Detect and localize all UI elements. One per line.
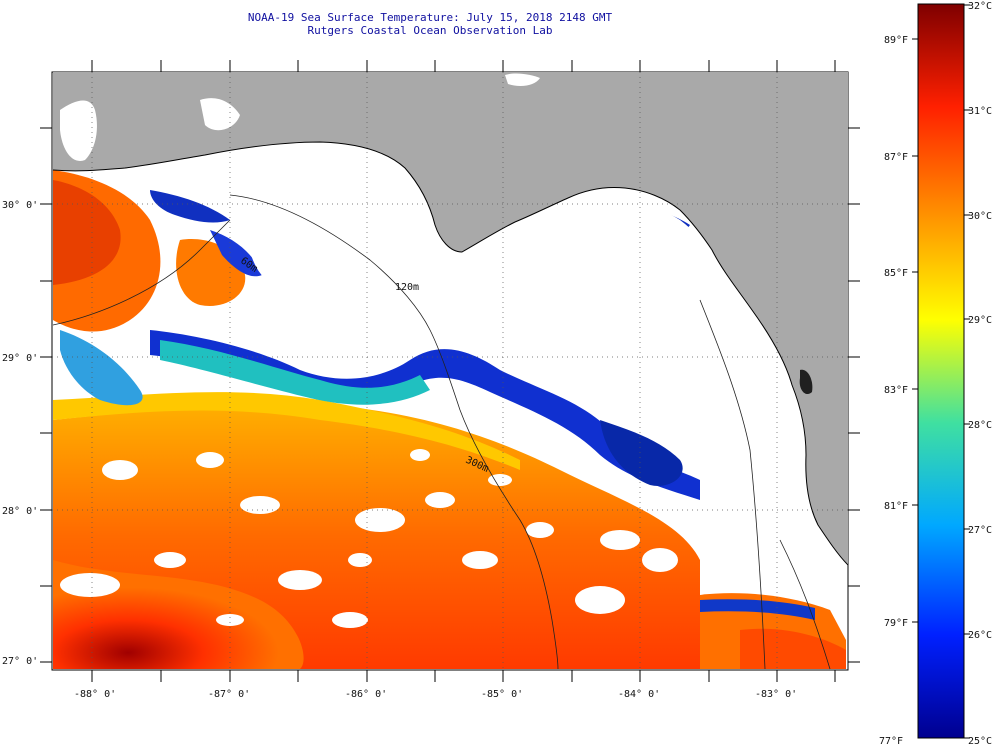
colorbar-c-28: 28°C [968, 420, 992, 431]
coastline [52, 141, 849, 566]
lon-label-88: -88° 0' [74, 689, 116, 700]
map-title: NOAA-19 Sea Surface Temperature: July 15… [247, 11, 613, 24]
colorbar-f-ticks [912, 4, 970, 739]
colorbar-c-25: 25°C [968, 736, 992, 747]
lon-label-87: -87° 0' [208, 689, 250, 700]
isobaths [52, 194, 831, 670]
colorbar-c-27: 27°C [968, 525, 992, 536]
colorbar-f-85: 85°F [884, 268, 908, 279]
lon-label-85: -85° 0' [481, 689, 523, 700]
lon-label-83: -83° 0' [755, 689, 797, 700]
frame-ticks [40, 60, 860, 682]
map-subtitle: Rutgers Coastal Ocean Observation Lab [307, 24, 553, 37]
colorbar-c-30: 30°C [968, 211, 992, 222]
lat-label-29: 29° 0' [2, 353, 38, 364]
lat-label-28: 28° 0' [2, 506, 38, 517]
colorbar-c-29: 29°C [968, 315, 992, 326]
isobath-label-120m: 120m [395, 282, 419, 293]
sst-field [53, 170, 846, 669]
colorbar-f-89: 89°F [884, 35, 908, 46]
colorbar-f-87: 87°F [884, 152, 908, 163]
lat-label-30: 30° 0' [2, 200, 38, 211]
colorbar-f-83: 83°F [884, 385, 908, 396]
colorbar [917, 3, 965, 739]
colorbar-c-31: 31°C [968, 106, 992, 117]
lon-label-86: -86° 0' [345, 689, 387, 700]
land [53, 72, 848, 565]
lat-label-27: 27° 0' [2, 656, 38, 667]
colorbar-c-32: 32°C [968, 1, 992, 12]
colorbar-f-79: 79°F [884, 618, 908, 629]
colorbar-f-81: 81°F [884, 501, 908, 512]
lon-label-84: -84° 0' [618, 689, 660, 700]
colorbar-f-77: 77°F [879, 736, 903, 747]
colorbar-c-26: 26°C [968, 630, 992, 641]
